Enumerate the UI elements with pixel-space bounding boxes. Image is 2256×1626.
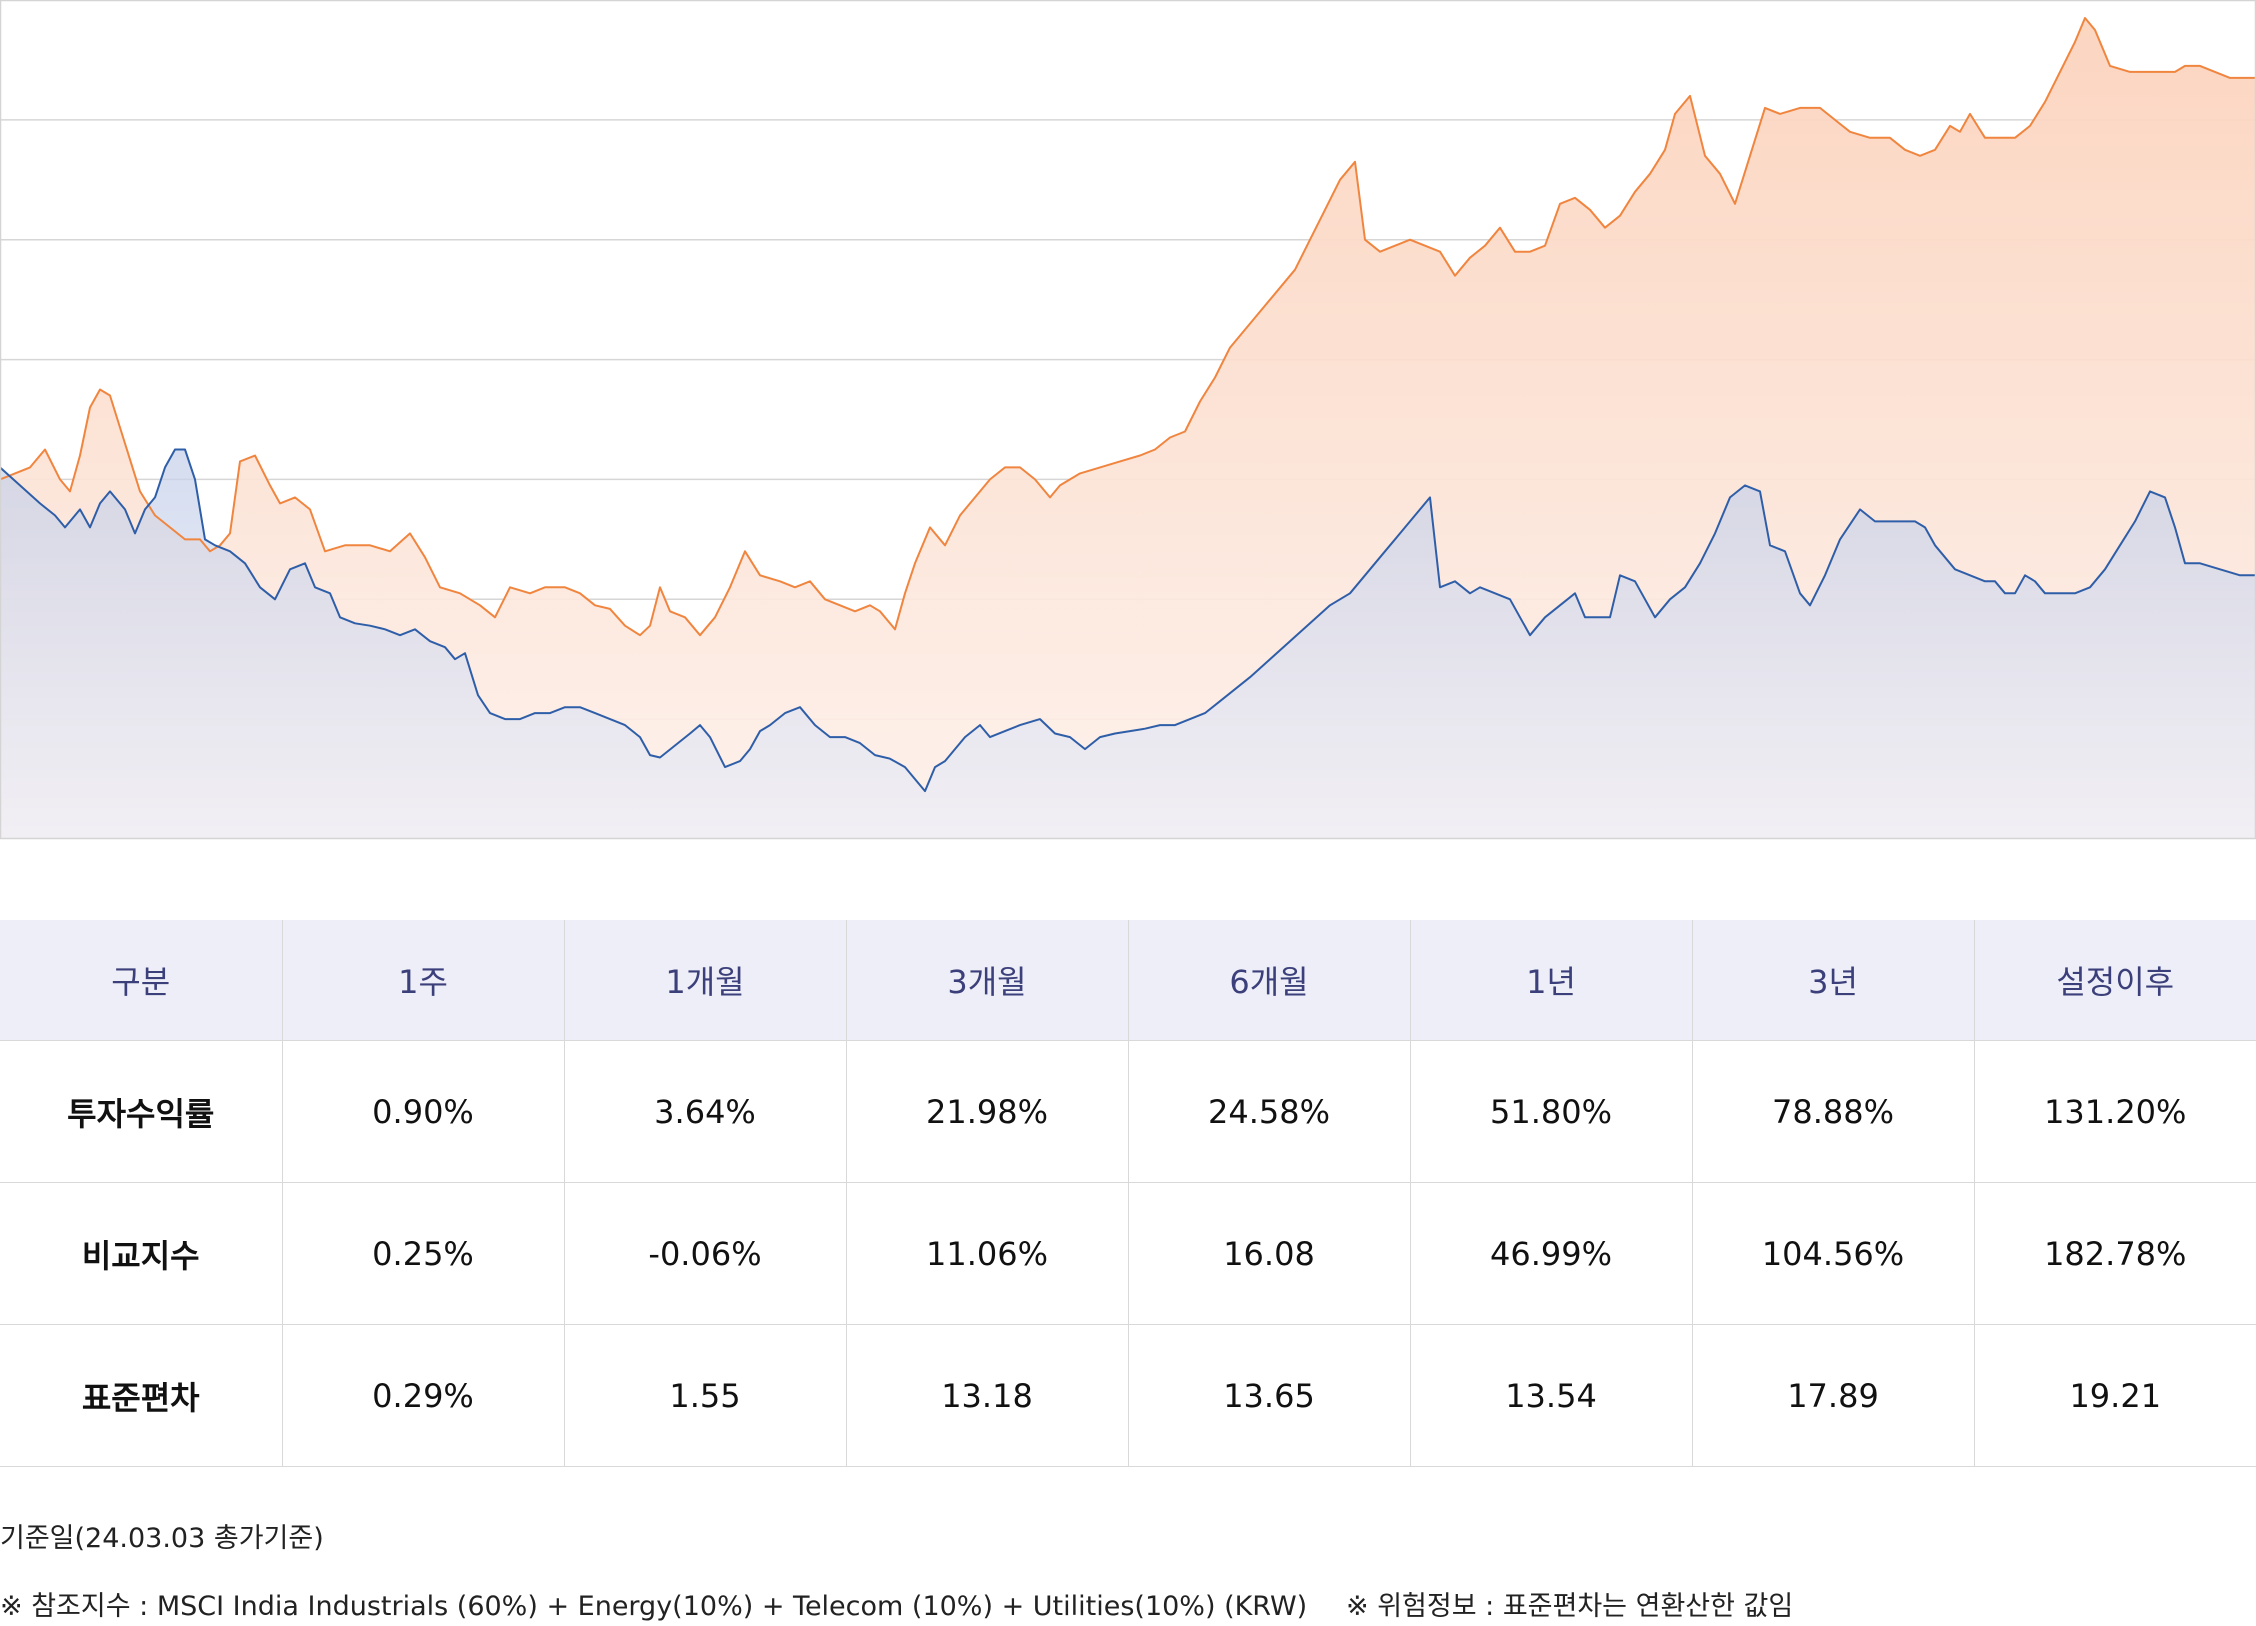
row-label: 투자수익률 xyxy=(0,1040,283,1183)
table-row-std-dev: 표준편차 0.29% 1.55 13.18 13.65 13.54 17.89 … xyxy=(0,1324,2256,1467)
table-header-row: 구분 1주 1개월 3개월 6개월 1년 3년 설정이후 xyxy=(0,920,2256,1041)
chart-areas xyxy=(0,18,2256,839)
performance-table: 구분 1주 1개월 3개월 6개월 1년 3년 설정이후 투자수익률 0.90%… xyxy=(0,920,2256,1467)
benchmark-note: ※ 참조지수 : MSCI India Industrials (60%) + … xyxy=(0,1591,1308,1622)
table-cell: 78.88% xyxy=(1691,1040,1975,1183)
table-cell: 0.90% xyxy=(281,1040,565,1183)
header-3-years: 3년 xyxy=(1691,920,1975,1041)
table-cell: 1.55 xyxy=(563,1324,847,1467)
table-row-benchmark: 비교지수 0.25% -0.06% 11.06% 16.08 46.99% 10… xyxy=(0,1182,2256,1325)
table-cell: 182.78% xyxy=(1973,1182,2256,1325)
header-1-week: 1주 xyxy=(281,920,565,1041)
table-cell: 0.25% xyxy=(281,1182,565,1325)
header-since-inception: 설정이후 xyxy=(1973,920,2256,1041)
row-label: 표준편차 xyxy=(0,1324,283,1467)
header-1-year: 1년 xyxy=(1409,920,1693,1041)
series-line-fund xyxy=(0,448,2256,793)
header-6-months: 6개월 xyxy=(1127,920,1411,1041)
table-cell: 11.06% xyxy=(845,1182,1129,1325)
header-1-month: 1개월 xyxy=(563,920,847,1041)
table-cell: 17.89 xyxy=(1691,1324,1975,1467)
chart-svg xyxy=(0,0,2256,840)
table-cell: 13.54 xyxy=(1409,1324,1693,1467)
table-row-return: 투자수익률 0.90% 3.64% 21.98% 24.58% 51.80% 7… xyxy=(0,1040,2256,1183)
series-area-fund xyxy=(0,449,2256,839)
performance-chart xyxy=(0,0,2256,840)
header-3-months: 3개월 xyxy=(845,920,1129,1041)
table-cell: 24.58% xyxy=(1127,1040,1411,1183)
table-cell: 13.18 xyxy=(845,1324,1129,1467)
row-label: 비교지수 xyxy=(0,1182,283,1325)
table-cell: -0.06% xyxy=(563,1182,847,1325)
chart-lines xyxy=(0,17,2256,793)
base-date-note: 기준일(24.03.03 총가기준) xyxy=(0,1523,324,1554)
table-cell: 19.21 xyxy=(1973,1324,2256,1467)
table-cell: 46.99% xyxy=(1409,1182,1693,1325)
series-line-benchmark xyxy=(0,17,2256,637)
table-cell: 16.08 xyxy=(1127,1182,1411,1325)
table-cell: 104.56% xyxy=(1691,1182,1975,1325)
table-cell: 21.98% xyxy=(845,1040,1129,1183)
table-cell: 51.80% xyxy=(1409,1040,1693,1183)
table-cell: 0.29% xyxy=(281,1324,565,1467)
header-category: 구분 xyxy=(0,920,283,1041)
table-cell: 131.20% xyxy=(1973,1040,2256,1183)
risk-note: ※ 위험정보 : 표준편차는 연환산한 값임 xyxy=(1346,1591,1794,1622)
table-cell: 13.65 xyxy=(1127,1324,1411,1467)
table-cell: 3.64% xyxy=(563,1040,847,1183)
